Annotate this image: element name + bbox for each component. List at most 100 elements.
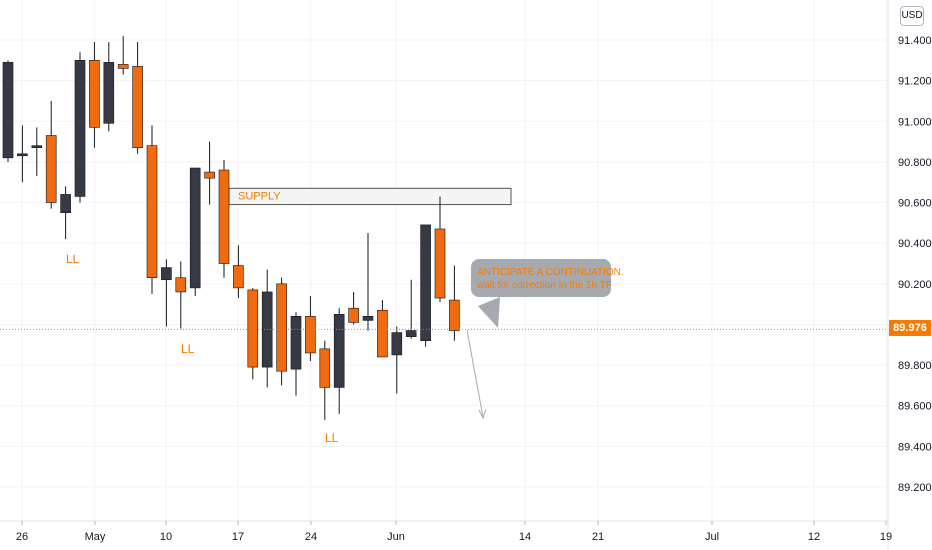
callout: ANTICIPATE A CONTINUATION. wait for corr… [471,259,624,328]
y-tick-label: 90.600 [898,198,932,210]
y-tick-label: 90.800 [898,157,932,169]
candle [204,141,215,205]
candle [2,60,14,162]
time-axis[interactable]: 26 May 10 17 24 Jun 14 21 Jul 12 19 [16,521,892,543]
candle [305,296,316,362]
x-tick-label: 17 [232,531,244,543]
candle-body [74,60,86,197]
candle [319,340,331,420]
candle-body [233,265,244,289]
candle [405,279,417,339]
candle [449,265,460,341]
candle [261,269,273,388]
candle-body [449,299,460,331]
y-tick-label: 91.400 [898,35,932,47]
candle [117,35,129,75]
y-tick-label: 89.200 [898,482,932,494]
x-tick-label: 10 [160,531,172,543]
x-tick-label: May [85,531,106,543]
candle [434,196,446,303]
candle-body [17,153,28,157]
y-tick-label: 91.000 [898,116,932,128]
candle-body [117,64,129,69]
candle [377,300,388,358]
candle-body [247,289,259,368]
candle-body [434,228,446,299]
candle [189,167,201,297]
candle-body [276,283,287,372]
price-axis[interactable]: 91.400 91.200 91.000 90.800 90.600 90.400 90.2… [898,35,932,494]
candle [276,277,287,386]
candle-body [218,169,230,264]
y-tick-label: 91.200 [898,76,932,88]
candle-body [175,277,187,293]
candle-body [348,307,359,323]
candle-body [146,145,158,279]
ll-label-2: LL [181,342,195,356]
candle [290,312,302,396]
candle-body [89,60,100,128]
y-tick-label: 90.400 [898,238,932,250]
candle [17,125,28,183]
last-price-tag: 89.976 [889,320,931,336]
candle-body [161,267,172,281]
x-tick-label: 19 [880,531,892,543]
callout-line-2: wait for correction in the 1h TF [476,280,612,291]
candle-body [31,145,43,148]
callout-line-1: ANTICIPATE A CONTINUATION. [477,267,624,278]
candle-body [132,66,143,148]
candle [362,233,374,331]
y-tick-label: 90.200 [898,279,932,291]
candle [31,127,43,177]
candle-body [204,171,215,179]
candles-group [2,35,460,420]
candle [391,326,403,394]
y-tick-label: 89.800 [898,360,932,372]
candle-body [305,316,316,354]
candle-body [103,62,115,124]
callout-pointer [478,297,500,328]
candle [103,42,115,132]
candle [233,245,244,299]
candle-body [391,332,403,356]
x-tick-label: 26 [16,531,28,543]
candle [247,287,259,380]
ll-label-1: LL [66,252,80,266]
ll-label-3: LL [325,431,339,445]
x-tick-label: 21 [592,531,604,543]
candle-body [2,62,14,159]
candle-body [333,313,345,388]
candle [45,100,57,209]
candle-body [362,316,374,321]
candle [132,42,143,154]
candle-body [377,309,388,358]
candle-body [45,135,57,203]
candle [348,291,359,325]
candle [89,42,100,148]
candle [420,224,431,347]
x-tick-label: 24 [305,531,317,543]
x-tick-label: 12 [808,531,820,543]
candle-body [189,167,201,289]
x-tick-label: Jun [387,531,405,543]
currency-button[interactable]: USD [900,6,924,26]
candle [146,125,158,294]
candle [161,259,172,327]
candle [175,261,187,329]
callout-box [471,259,611,297]
candle [218,159,230,278]
candle [60,186,71,240]
y-tick-label: 89.400 [898,441,932,453]
candle-body [60,194,71,214]
projection-arrow [466,329,487,420]
x-tick-label: 14 [519,531,531,543]
candle [333,308,345,414]
candle-body [290,316,302,370]
candle-body [420,224,431,342]
candle [74,52,86,203]
y-tick-label: 89.600 [898,401,932,413]
x-tick-label: Jul [705,531,719,543]
candle-body [319,348,331,388]
candle-body [405,330,417,337]
